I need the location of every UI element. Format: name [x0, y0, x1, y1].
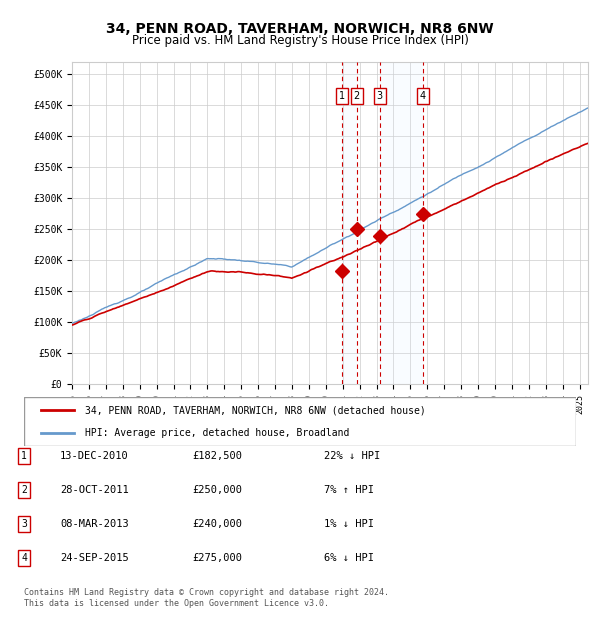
Text: 7% ↑ HPI: 7% ↑ HPI [324, 485, 374, 495]
Text: 1% ↓ HPI: 1% ↓ HPI [324, 519, 374, 529]
Text: 4: 4 [419, 91, 426, 101]
Text: 34, PENN ROAD, TAVERHAM, NORWICH, NR8 6NW: 34, PENN ROAD, TAVERHAM, NORWICH, NR8 6N… [106, 22, 494, 36]
Text: 6% ↓ HPI: 6% ↓ HPI [324, 553, 374, 563]
Text: 34, PENN ROAD, TAVERHAM, NORWICH, NR8 6NW (detached house): 34, PENN ROAD, TAVERHAM, NORWICH, NR8 6N… [85, 405, 425, 415]
Text: 13-DEC-2010: 13-DEC-2010 [60, 451, 129, 461]
Text: 08-MAR-2013: 08-MAR-2013 [60, 519, 129, 529]
Text: 28-OCT-2011: 28-OCT-2011 [60, 485, 129, 495]
Text: Price paid vs. HM Land Registry's House Price Index (HPI): Price paid vs. HM Land Registry's House … [131, 34, 469, 47]
Text: 2: 2 [353, 91, 360, 101]
Text: 22% ↓ HPI: 22% ↓ HPI [324, 451, 380, 461]
Text: 4: 4 [21, 553, 27, 563]
Text: £275,000: £275,000 [192, 553, 242, 563]
Bar [380, 62, 423, 384]
Text: 2: 2 [21, 485, 27, 495]
Text: £182,500: £182,500 [192, 451, 242, 461]
Text: HPI: Average price, detached house, Broadland: HPI: Average price, detached house, Broa… [85, 428, 349, 438]
FancyBboxPatch shape [24, 397, 576, 446]
Text: 1: 1 [21, 451, 27, 461]
Text: £240,000: £240,000 [192, 519, 242, 529]
Text: 1: 1 [339, 91, 345, 101]
Text: Contains HM Land Registry data © Crown copyright and database right 2024.
This d: Contains HM Land Registry data © Crown c… [24, 588, 389, 608]
Text: 24-SEP-2015: 24-SEP-2015 [60, 553, 129, 563]
Text: 3: 3 [21, 519, 27, 529]
Text: 3: 3 [377, 91, 383, 101]
Text: £250,000: £250,000 [192, 485, 242, 495]
Bar [342, 62, 357, 384]
